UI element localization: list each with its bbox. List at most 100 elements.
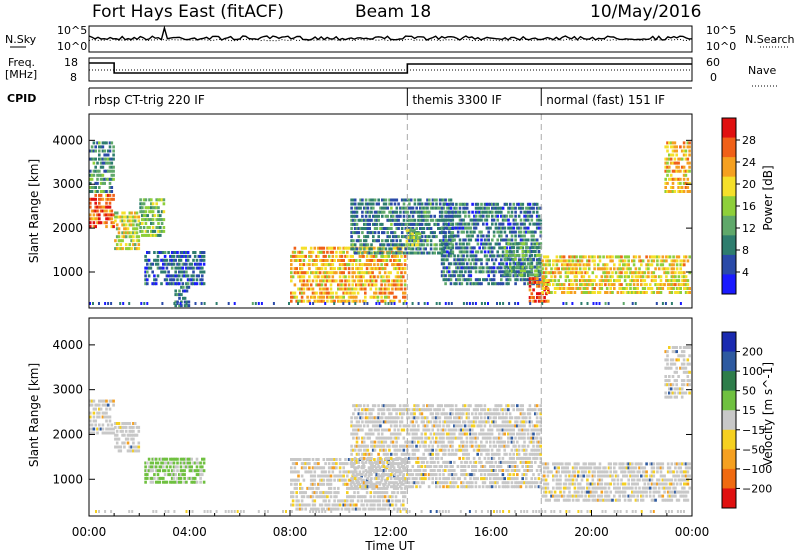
range-gate-cell bbox=[647, 267, 650, 271]
range-gate-cell bbox=[90, 423, 94, 427]
range-gate-cell bbox=[340, 462, 344, 466]
range-gate-cell bbox=[352, 202, 355, 206]
range-gate-cell bbox=[426, 206, 429, 210]
range-gate-cell bbox=[420, 235, 424, 239]
range-gate-cell bbox=[456, 246, 460, 250]
range-gate-cell bbox=[378, 259, 382, 262]
range-gate-cell bbox=[193, 476, 197, 480]
range-gate-cell bbox=[144, 222, 148, 225]
range-gate-cell bbox=[456, 254, 460, 258]
range-gate-cell bbox=[190, 282, 193, 286]
range-gate-cell bbox=[359, 202, 362, 206]
range-gate-cell bbox=[215, 302, 218, 305]
range-gate-cell bbox=[162, 251, 165, 254]
range-gate-cell bbox=[377, 420, 380, 424]
range-gate-cell bbox=[360, 254, 363, 258]
range-gate-cell bbox=[90, 186, 94, 189]
range-gate-cell bbox=[382, 460, 386, 464]
range-gate-cell bbox=[317, 254, 320, 258]
range-gate-cell bbox=[160, 210, 164, 214]
range-gate-cell bbox=[455, 262, 458, 266]
range-gate-cell bbox=[320, 482, 324, 486]
range-gate-cell bbox=[90, 217, 94, 221]
range-gate-cell bbox=[379, 456, 382, 460]
range-gate-cell bbox=[288, 302, 290, 305]
range-gate-cell bbox=[598, 259, 602, 263]
range-gate-cell bbox=[618, 283, 621, 287]
range-gate-cell bbox=[465, 226, 469, 230]
y-tick-label: 1000 bbox=[52, 265, 83, 279]
range-gate-cell bbox=[335, 254, 338, 258]
range-gate-cell bbox=[327, 491, 331, 495]
range-gate-cell bbox=[147, 457, 151, 461]
range-gate-cell bbox=[195, 274, 199, 278]
range-gate-cell bbox=[101, 149, 105, 153]
range-gate-cell bbox=[422, 227, 426, 230]
range-gate-cell bbox=[353, 491, 356, 495]
range-gate-cell bbox=[151, 233, 155, 237]
range-gate-cell bbox=[331, 470, 335, 474]
range-gate-cell bbox=[548, 259, 551, 263]
range-gate-cell bbox=[133, 211, 137, 215]
range-gate-cell bbox=[455, 278, 458, 282]
range-gate-cell bbox=[593, 279, 596, 283]
range-gate-cell bbox=[342, 271, 345, 275]
range-gate-cell bbox=[496, 226, 499, 230]
range-gate-cell bbox=[467, 266, 471, 270]
range-gate-cell bbox=[389, 473, 393, 477]
range-gate-cell bbox=[297, 503, 300, 507]
range-gate-cell bbox=[353, 448, 357, 452]
range-gate-cell bbox=[532, 206, 535, 210]
range-gate-cell bbox=[350, 247, 353, 251]
range-gate-cell bbox=[485, 254, 489, 258]
range-gate-cell bbox=[664, 190, 667, 193]
range-gate-cell bbox=[297, 250, 300, 254]
range-gate-cell bbox=[659, 263, 663, 267]
range-gate-cell bbox=[202, 258, 206, 262]
range-gate-cell bbox=[543, 287, 546, 290]
range-gate-cell bbox=[418, 412, 422, 416]
range-gate-cell bbox=[124, 437, 128, 441]
range-gate-cell bbox=[142, 210, 146, 214]
range-gate-cell bbox=[661, 263, 665, 267]
range-gate-cell bbox=[123, 219, 126, 223]
range-gate-cell bbox=[290, 495, 293, 499]
range-gate-cell bbox=[673, 149, 677, 153]
range-gate-cell bbox=[530, 214, 534, 218]
range-gate-cell bbox=[153, 229, 157, 233]
range-gate-cell bbox=[559, 287, 562, 290]
range-gate-cell bbox=[625, 287, 629, 290]
range-gate-cell bbox=[112, 169, 115, 173]
range-gate-cell bbox=[652, 259, 656, 263]
range-gate-cell bbox=[500, 226, 503, 230]
range-gate-cell bbox=[315, 462, 318, 466]
range-gate-cell bbox=[387, 302, 390, 305]
range-gate-cell bbox=[496, 242, 499, 246]
range-gate-cell bbox=[613, 263, 616, 267]
range-gate-cell bbox=[364, 481, 368, 485]
range-gate-cell bbox=[373, 404, 377, 408]
range-gate-cell bbox=[440, 242, 444, 246]
range-gate-cell bbox=[317, 462, 320, 466]
range-gate-cell bbox=[373, 485, 377, 489]
range-gate-cell bbox=[338, 499, 342, 503]
range-gate-cell bbox=[413, 239, 416, 243]
range-gate-cell bbox=[130, 239, 133, 243]
range-gate-cell bbox=[105, 193, 108, 197]
range-gate-cell bbox=[595, 275, 598, 279]
range-gate-cell bbox=[397, 456, 400, 460]
range-gate-cell bbox=[342, 246, 345, 250]
range-gate-cell bbox=[438, 302, 441, 305]
range-gate-cell bbox=[596, 291, 600, 294]
range-gate-cell bbox=[422, 243, 426, 247]
range-gate-cell bbox=[311, 259, 315, 262]
range-gate-cell bbox=[648, 283, 652, 287]
range-gate-cell bbox=[526, 230, 530, 234]
range-gate-cell bbox=[94, 423, 97, 427]
range-gate-cell bbox=[526, 257, 530, 261]
range-gate-cell bbox=[391, 254, 394, 258]
range-gate-cell bbox=[382, 473, 386, 477]
range-gate-cell bbox=[317, 482, 320, 486]
range-gate-cell bbox=[482, 206, 485, 210]
range-gate-cell bbox=[119, 302, 122, 305]
